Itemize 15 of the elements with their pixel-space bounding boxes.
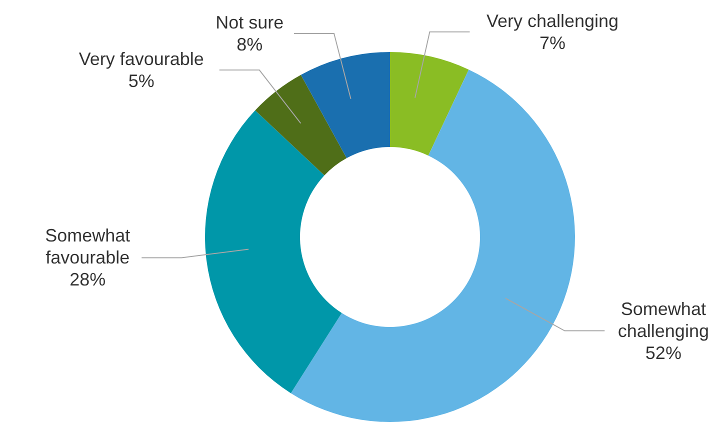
- data-label: 8%: [236, 34, 263, 54]
- data-label: 7%: [540, 32, 566, 53]
- slice-label: Somewhat challenging: [618, 298, 709, 341]
- slice-label: Not sure: [216, 12, 284, 32]
- donut-slice: [205, 110, 342, 394]
- data-label: 52%: [645, 342, 682, 363]
- donut-slice: [300, 52, 390, 158]
- data-label: 28%: [70, 270, 106, 290]
- slice-label: Somewhat favourable: [45, 226, 130, 268]
- donut-slice: [390, 52, 469, 156]
- donut-slice: [255, 74, 347, 176]
- donut-slice: [290, 70, 575, 422]
- slice-label: Very challenging: [486, 10, 619, 31]
- data-label: 5%: [128, 71, 154, 92]
- slice-label: Very favourable: [78, 49, 204, 70]
